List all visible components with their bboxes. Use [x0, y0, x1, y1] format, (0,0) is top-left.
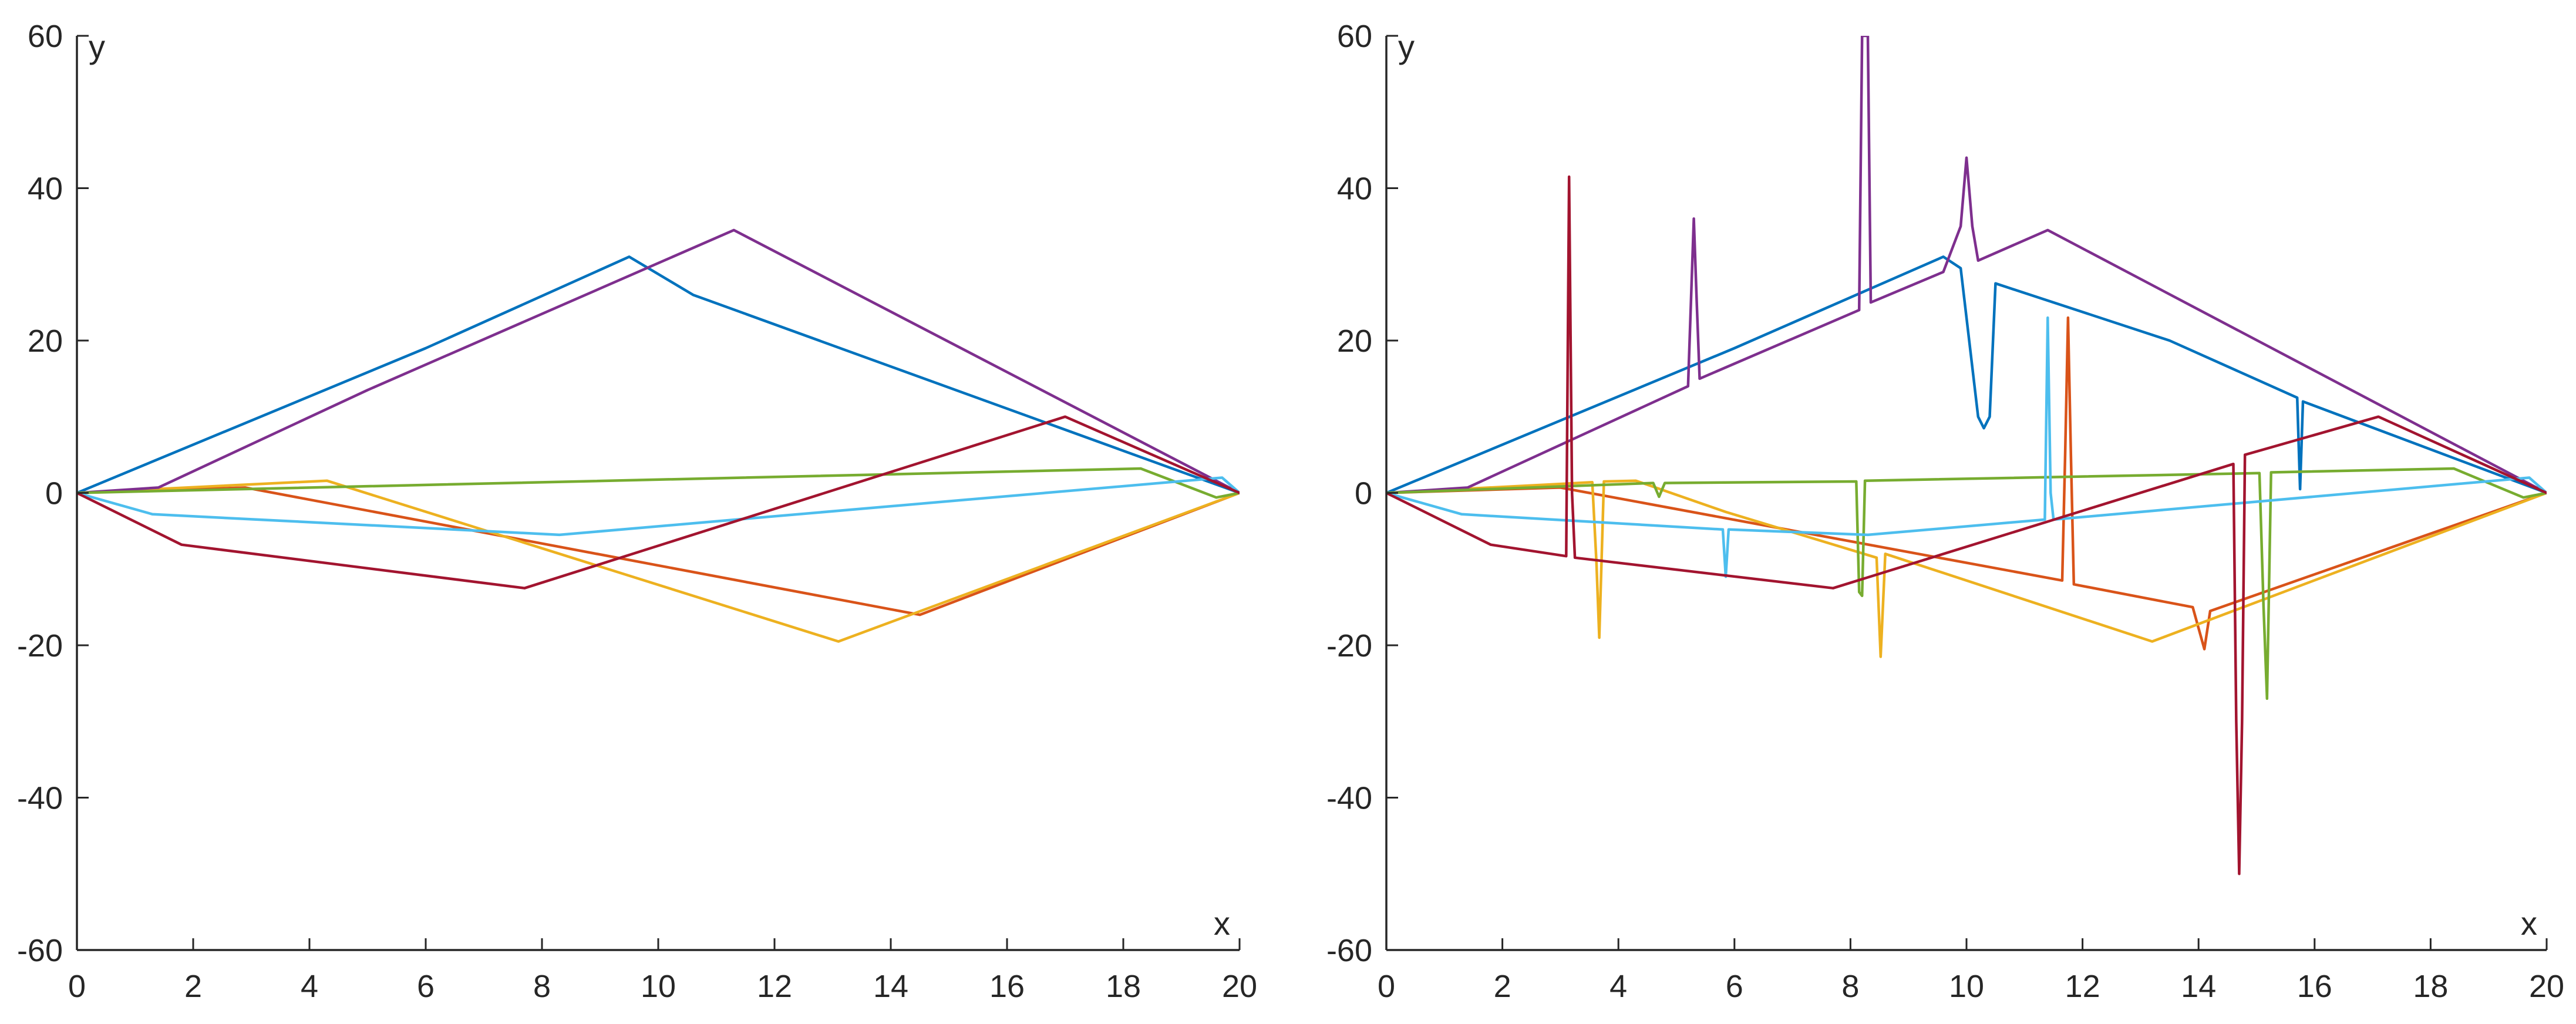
y-axis-label: y	[89, 28, 105, 65]
series-line-blue	[77, 255, 1240, 494]
series-line-yellow	[77, 479, 1240, 643]
x-tick-label: 8	[533, 969, 551, 1004]
y-tick-label: -40	[17, 781, 63, 816]
series-group	[77, 228, 1240, 643]
x-tick-label: 12	[2065, 969, 2100, 1004]
y-tick-label: -40	[1326, 781, 1372, 816]
x-tick-label: 2	[184, 969, 202, 1004]
series-group	[1386, 36, 2547, 875]
x-tick-label: 6	[1726, 969, 1743, 1004]
series-line-orange	[1386, 316, 2547, 651]
series-line-green	[1386, 467, 2547, 700]
x-tick-label: 14	[873, 969, 908, 1004]
x-axis-label: x	[1214, 905, 1230, 942]
x-tick-label: 10	[1949, 969, 1984, 1004]
x-tick-label: 14	[2181, 969, 2216, 1004]
x-tick-label: 6	[417, 969, 435, 1004]
left-plot-panel: 0 2 4 6 8 10 12 14 16 18 20 -60 -40 -20 0 20 40 60 x y	[17, 19, 1257, 1004]
y-axis-label: y	[1398, 28, 1415, 65]
y-tick-label: 40	[1337, 171, 1372, 207]
x-tick-label: 12	[757, 969, 792, 1004]
x-tick-label: 16	[989, 969, 1025, 1004]
right-plot-panel: 0 2 4 6 8 10 12 14 16 18 20 -60 -40 -20 0 20 40 60 x y	[1326, 19, 2564, 1004]
x-tick-label: 4	[1609, 969, 1627, 1004]
y-tick-label: -60	[17, 933, 63, 968]
series-line-purple	[77, 228, 1240, 494]
series-line-purple	[1386, 36, 2547, 494]
y-tick-label: 20	[28, 324, 63, 359]
y-tick-label: 40	[28, 171, 63, 207]
x-tick-label: 10	[641, 969, 676, 1004]
x-tick-label: 18	[1106, 969, 1141, 1004]
y-tick-label: -20	[1326, 628, 1372, 663]
x-tick-label: 20	[1222, 969, 1257, 1004]
y-tick-label: 0	[1355, 476, 1372, 511]
y-tick-label: -20	[17, 628, 63, 663]
x-tick-label: 8	[1841, 969, 1859, 1004]
series-line-orange	[77, 486, 1240, 617]
x-tick-label: 18	[2413, 969, 2448, 1004]
series-line-green	[77, 467, 1240, 499]
y-tick-label: 20	[1337, 324, 1372, 359]
y-tick-label: 60	[1337, 19, 1372, 54]
series-line-light-blue	[77, 476, 1240, 537]
series-line-dark-red	[77, 415, 1240, 590]
series-line-light-blue	[1386, 316, 2547, 578]
x-tick-label: 4	[301, 969, 318, 1004]
x-tick-label: 0	[1378, 969, 1395, 1004]
x-tick-label: 16	[2297, 969, 2332, 1004]
x-axis-label: x	[2521, 905, 2537, 942]
series-line-yellow	[1386, 479, 2547, 658]
x-tick-label: 0	[68, 969, 86, 1004]
y-tick-label: 60	[28, 19, 63, 54]
series-line-blue	[1386, 255, 2547, 494]
y-tick-label: 0	[45, 476, 63, 511]
x-tick-label: 2	[1494, 969, 1511, 1004]
series-line-dark-red	[1386, 175, 2547, 875]
y-tick-label: -60	[1326, 933, 1372, 968]
x-tick-label: 20	[2529, 969, 2564, 1004]
